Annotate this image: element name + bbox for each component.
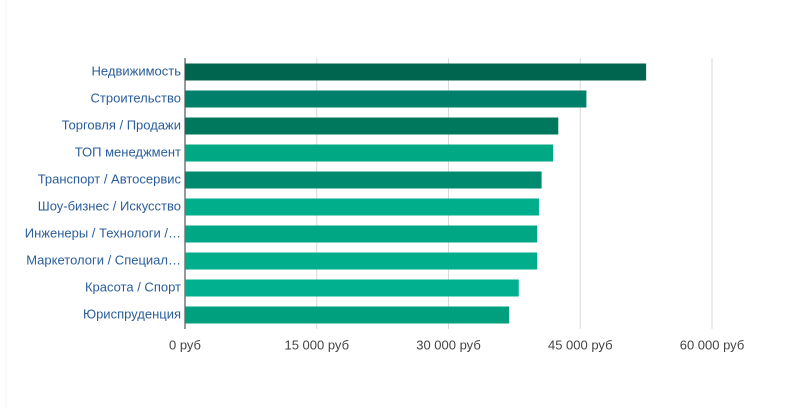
bar: [185, 198, 539, 216]
y-tick-label: ТОП менеджмент: [75, 144, 181, 159]
y-tick-label: Красота / Спорт: [85, 279, 181, 294]
y-tick-label: Юриспруденция: [83, 306, 181, 321]
bar: [185, 117, 559, 135]
x-tick-label: 30 000 руб: [416, 337, 481, 352]
y-tick-label: Шоу-бизнес / Искусство: [38, 198, 181, 213]
bar: [185, 63, 647, 81]
y-tick-label: Строительство: [91, 90, 181, 105]
bar: [185, 90, 587, 108]
x-tick-label: 0 руб: [169, 337, 201, 352]
y-tick-label: Торговля / Продажи: [62, 117, 181, 132]
x-tick-label: 60 000 руб: [680, 337, 745, 352]
y-tick-label: Недвижимость: [92, 63, 182, 78]
x-tick-label: 45 000 руб: [548, 337, 613, 352]
y-tick-label: Транспорт / Автосервис: [38, 171, 182, 186]
y-tick-label: Инженеры / Технологи /…: [25, 225, 181, 240]
bar: [185, 144, 554, 162]
y-tick-label: Маркетологи / Специал…: [26, 252, 181, 267]
x-tick-label: 15 000 руб: [284, 337, 349, 352]
bar: [185, 279, 519, 297]
bar: [185, 171, 542, 189]
bar: [185, 225, 538, 243]
bar: [185, 306, 510, 324]
bar: [185, 252, 538, 270]
